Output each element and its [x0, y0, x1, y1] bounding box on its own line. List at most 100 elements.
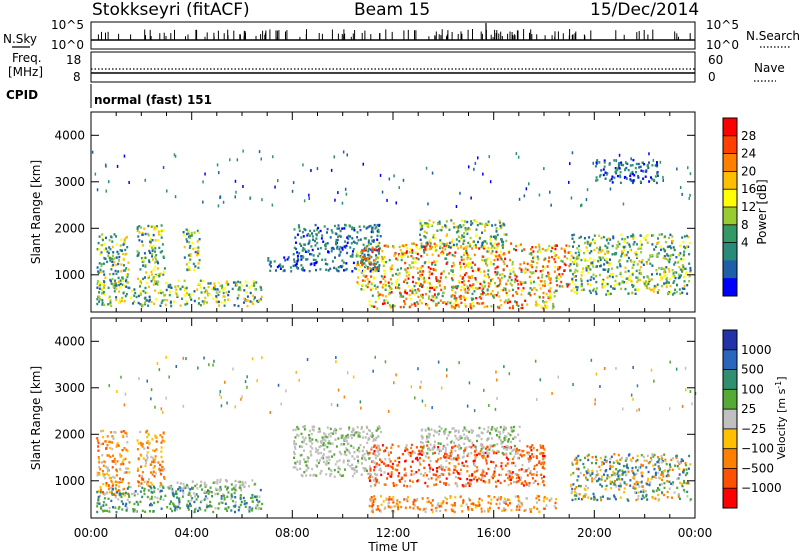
- data-cell: [591, 477, 594, 480]
- data-cell: [529, 270, 532, 274]
- data-cell: [481, 499, 483, 502]
- data-cell: [563, 255, 566, 258]
- data-cell: [667, 259, 670, 262]
- data-cell: [574, 268, 577, 271]
- data-cell: [267, 257, 270, 260]
- data-cell: [574, 498, 577, 501]
- data-cell: [670, 254, 673, 257]
- data-cell: [375, 508, 378, 511]
- data-cell: [488, 479, 491, 482]
- data-cell: [141, 509, 144, 513]
- data-cell: [586, 282, 589, 286]
- data-cell: [660, 266, 663, 270]
- data-cell: [366, 244, 369, 248]
- data-cell: [640, 247, 643, 250]
- data-cell: [404, 290, 407, 294]
- data-cell: [389, 306, 392, 309]
- data-cell: [357, 239, 360, 242]
- data-cell: [140, 465, 143, 468]
- data-cell: [644, 284, 647, 287]
- data-cell: [368, 504, 371, 508]
- data-cell: [571, 237, 574, 240]
- data-cell: [188, 236, 191, 239]
- data-cell: [395, 282, 398, 286]
- data-cell: [446, 455, 449, 458]
- data-cell: [118, 298, 121, 301]
- data-cell: [536, 494, 539, 498]
- data-cell: [126, 498, 129, 501]
- data-cell: [635, 253, 638, 256]
- data-cell: [193, 290, 196, 293]
- data-cell: [494, 242, 496, 245]
- data-cell: [387, 451, 390, 454]
- data-cell: [438, 220, 441, 223]
- power-ylabel: Slant Range [km]: [29, 160, 43, 264]
- data-cell: [604, 171, 607, 174]
- data-cell: [378, 448, 381, 452]
- data-cell: [194, 265, 197, 268]
- data-cell: [341, 264, 344, 268]
- data-cell: [292, 428, 295, 432]
- data-cell: [123, 471, 126, 474]
- data-cell: [351, 227, 353, 231]
- data-cell: [121, 434, 124, 437]
- data-cell: [623, 240, 626, 243]
- data-cell: [440, 502, 443, 505]
- data-cell: [336, 238, 339, 242]
- data-cell: [109, 259, 112, 262]
- data-cell: [357, 282, 360, 286]
- data-cell: [615, 274, 618, 278]
- data-cell: [102, 491, 104, 494]
- data-cell: [105, 503, 108, 506]
- data-cell: [244, 280, 247, 283]
- data-cell: [353, 432, 356, 435]
- data-cell: [650, 278, 653, 281]
- data-cell: [367, 243, 370, 246]
- data-cell: [580, 279, 583, 283]
- data-cell: [108, 256, 111, 260]
- data-cell: [375, 464, 378, 468]
- data-cell: [543, 461, 546, 464]
- data-cell: [515, 290, 518, 294]
- data-cell: [269, 260, 272, 263]
- data-cell: [405, 297, 408, 300]
- data-cell: [118, 505, 121, 509]
- data-cell: [438, 465, 441, 469]
- data-cell: [138, 239, 141, 242]
- data-cell: [415, 243, 418, 247]
- data-cell: [657, 237, 659, 240]
- data-cell: [458, 240, 461, 243]
- data-cell: [499, 426, 502, 429]
- data-cell: [525, 187, 528, 191]
- data-cell: [531, 444, 534, 447]
- data-cell: [271, 203, 274, 207]
- data-cell: [153, 465, 156, 468]
- data-cell: [613, 176, 616, 179]
- data-cell: [518, 449, 521, 452]
- data-cell: [144, 178, 146, 182]
- data-cell: [466, 220, 469, 224]
- data-cell: [120, 495, 123, 499]
- data-cell: [665, 283, 668, 287]
- data-cell: [631, 283, 634, 287]
- data-cell: [345, 453, 348, 457]
- data-cell: [470, 296, 473, 300]
- data-cell: [517, 496, 520, 499]
- data-cell: [384, 463, 387, 466]
- data-cell: [656, 172, 659, 175]
- data-cell: [645, 466, 648, 469]
- data-cell: [481, 476, 484, 479]
- data-cell: [593, 241, 596, 245]
- data-cell: [540, 446, 543, 449]
- data-cell: [531, 246, 534, 249]
- data-cell: [363, 262, 366, 265]
- data-cell: [606, 261, 609, 264]
- data-cell: [361, 263, 364, 267]
- data-cell: [350, 430, 353, 433]
- data-cell: [143, 256, 146, 259]
- data-cell: [526, 474, 529, 477]
- data-cell: [334, 463, 337, 466]
- data-cell: [330, 469, 333, 472]
- data-cell: [355, 431, 358, 434]
- data-cell: [128, 461, 131, 464]
